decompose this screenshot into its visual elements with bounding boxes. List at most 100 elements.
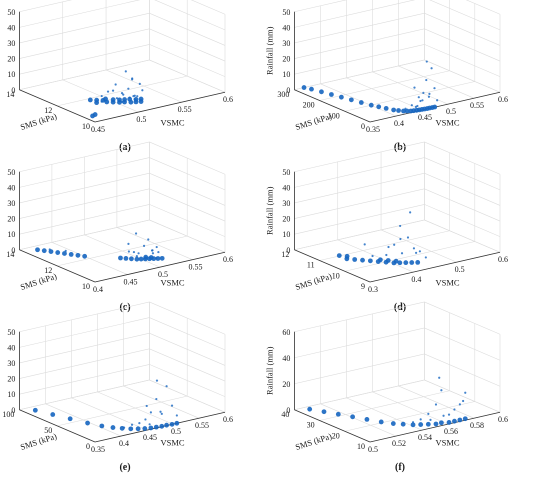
data-point bbox=[174, 420, 180, 426]
vsmc-tick-label: 0.52 bbox=[392, 439, 406, 448]
sms-axis-label: SMS (kPa) bbox=[19, 111, 58, 132]
data-point bbox=[464, 391, 467, 394]
data-point bbox=[396, 108, 401, 113]
data-point bbox=[447, 413, 451, 416]
data-point bbox=[134, 232, 138, 235]
z-tick-label: 0 bbox=[11, 246, 15, 255]
data-point bbox=[415, 251, 418, 254]
vsmc-tick-label: 0.5 bbox=[368, 445, 378, 454]
z-tick-label: 20 bbox=[7, 215, 15, 224]
data-point bbox=[157, 250, 160, 254]
data-point bbox=[94, 100, 100, 106]
data-point bbox=[134, 256, 140, 262]
data-points bbox=[307, 376, 468, 428]
data-point bbox=[335, 411, 341, 417]
data-point bbox=[41, 248, 47, 254]
data-point bbox=[409, 211, 412, 214]
data-point bbox=[399, 237, 402, 241]
data-point bbox=[363, 243, 366, 246]
data-point bbox=[446, 420, 452, 425]
z-tick-label: 30 bbox=[7, 39, 15, 48]
data-point bbox=[397, 260, 403, 266]
data-point bbox=[462, 399, 465, 403]
z-tick-label: 10 bbox=[7, 390, 15, 399]
data-point bbox=[104, 99, 110, 105]
data-point bbox=[421, 99, 424, 102]
data-point bbox=[429, 418, 432, 421]
z-tick-label: 50 bbox=[282, 8, 290, 17]
sms-tick-label: 14 bbox=[6, 250, 14, 259]
data-point bbox=[133, 94, 136, 97]
data-point bbox=[48, 248, 51, 251]
vsmc-tick-label: 0.4 bbox=[411, 275, 421, 284]
data-point bbox=[131, 77, 134, 80]
data-point bbox=[385, 258, 391, 263]
vsmc-tick-label: 0.6 bbox=[223, 415, 233, 424]
data-point bbox=[142, 244, 146, 248]
data-point bbox=[155, 379, 159, 382]
data-point bbox=[100, 94, 103, 98]
sms-tick-label: 0 bbox=[86, 442, 90, 451]
data-point bbox=[144, 418, 147, 421]
sms-tick-label: 40 bbox=[281, 410, 289, 419]
sms-tick-label: 12 bbox=[44, 106, 52, 115]
z-tick-label: 20 bbox=[282, 380, 290, 389]
vsmc-axis-label: VSMC bbox=[160, 278, 184, 288]
vsmc-tick-label: 0.5 bbox=[446, 107, 456, 116]
sms-axis bbox=[294, 89, 371, 123]
sms-tick-label: 50 bbox=[44, 426, 52, 435]
data-point bbox=[432, 104, 438, 110]
data-point bbox=[438, 420, 444, 426]
vsmc-tick-label: 0.45 bbox=[418, 113, 432, 122]
data-point bbox=[424, 256, 427, 259]
data-point bbox=[153, 424, 159, 430]
data-point bbox=[329, 92, 334, 97]
data-point bbox=[427, 95, 431, 98]
data-point bbox=[417, 96, 420, 99]
data-point bbox=[99, 423, 105, 429]
vsmc-tick-label: 0.4 bbox=[394, 119, 404, 128]
data-point bbox=[425, 78, 428, 82]
z-tick-label: 0 bbox=[286, 86, 290, 95]
z-tick-label: 60 bbox=[282, 328, 290, 337]
data-point bbox=[425, 421, 431, 427]
sms-tick-label: 14 bbox=[6, 90, 14, 99]
panel-b: 0 10 20 30 40 50 0.35 0.4 0.45 0.5 0.55 0.6 300 200 10… bbox=[264, 0, 508, 153]
data-point bbox=[75, 252, 81, 258]
data-point bbox=[427, 412, 430, 415]
data-point bbox=[404, 107, 407, 110]
vsmc-tick-label: 0.5 bbox=[455, 265, 465, 274]
data-point bbox=[344, 253, 350, 259]
data-point bbox=[321, 409, 327, 415]
data-point bbox=[67, 416, 73, 422]
vsmc-axis bbox=[369, 411, 501, 443]
z-tick-label: 30 bbox=[282, 39, 290, 48]
data-point bbox=[110, 99, 116, 105]
data-point bbox=[160, 412, 163, 415]
data-point bbox=[170, 404, 174, 407]
sms-axis bbox=[19, 249, 96, 283]
data-point bbox=[155, 245, 158, 249]
data-point bbox=[371, 254, 374, 258]
data-point bbox=[32, 407, 38, 413]
vsmc-tick-label: 0.56 bbox=[444, 427, 458, 436]
data-point bbox=[155, 397, 158, 401]
grid bbox=[19, 0, 226, 123]
data-point bbox=[440, 389, 443, 392]
data-point bbox=[128, 426, 134, 432]
rainfall-axis-label: Rainfall (mm) bbox=[264, 346, 274, 395]
data-point bbox=[377, 257, 383, 263]
z-tick-label: 0 bbox=[11, 406, 15, 415]
data-point bbox=[122, 426, 126, 429]
data-point bbox=[110, 425, 116, 430]
data-point bbox=[410, 104, 413, 107]
data-point bbox=[143, 254, 149, 260]
data-point bbox=[133, 99, 139, 105]
data-point bbox=[148, 425, 154, 431]
sms-tick-label: 12 bbox=[281, 250, 289, 259]
data-point bbox=[106, 90, 110, 93]
data-point bbox=[159, 410, 162, 413]
sms-tick-label: 10 bbox=[82, 122, 90, 131]
data-point bbox=[164, 422, 169, 428]
